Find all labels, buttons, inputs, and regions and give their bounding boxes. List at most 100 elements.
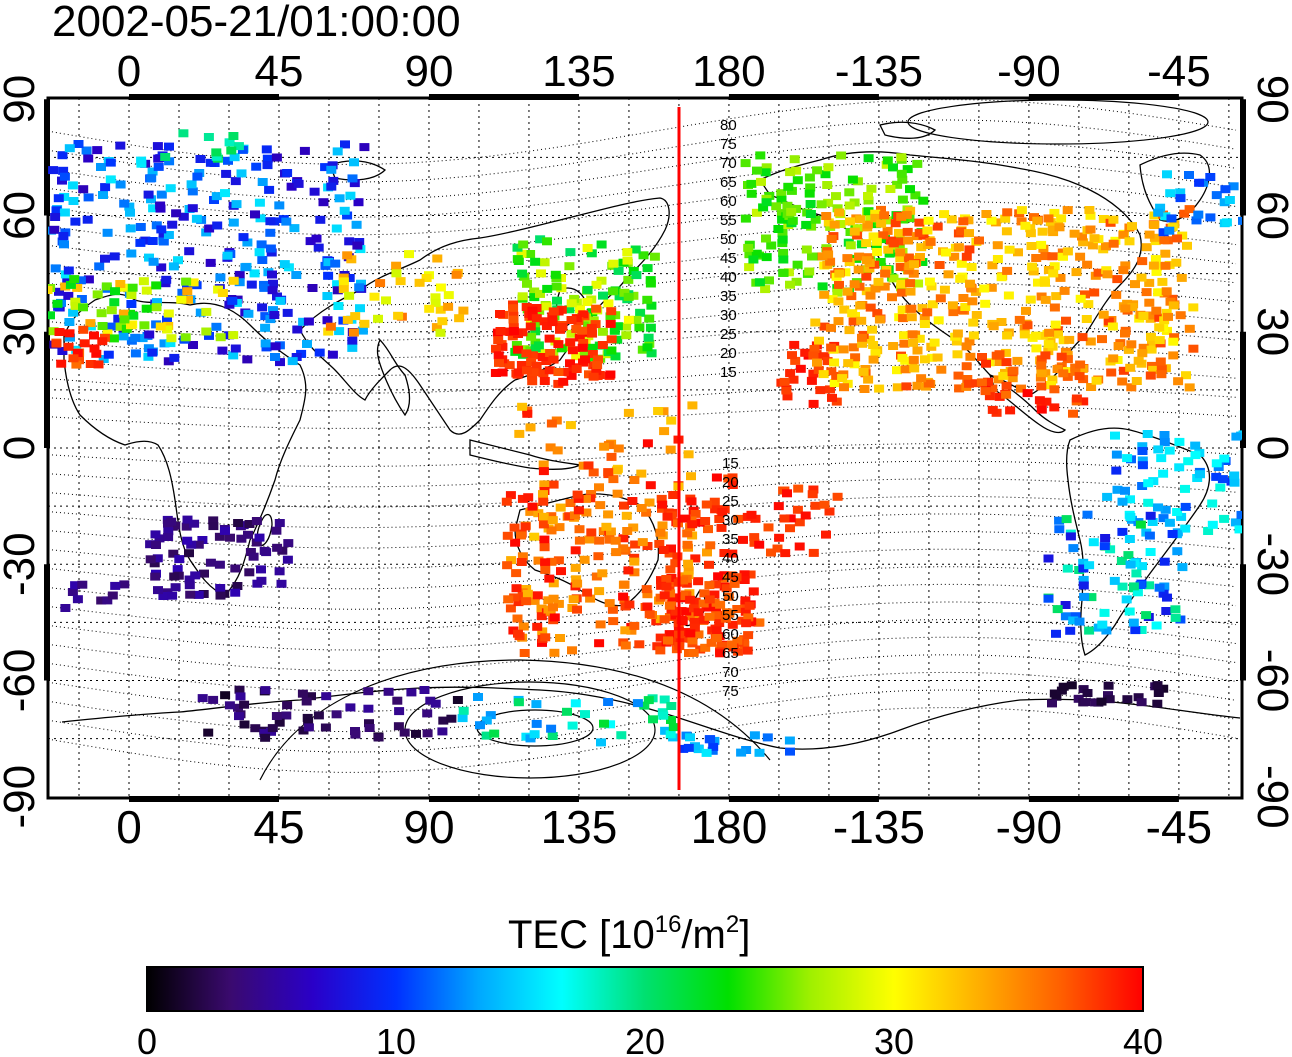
tec-cell xyxy=(314,348,325,357)
tec-cell xyxy=(151,541,161,549)
tec-cell xyxy=(1137,456,1148,465)
tec-cell xyxy=(967,297,978,306)
tec-cell xyxy=(168,549,179,558)
tec-cell xyxy=(657,504,667,513)
tec-cell xyxy=(443,291,454,300)
tec-cell xyxy=(303,723,314,732)
tec-cell xyxy=(842,254,853,263)
tec-cell xyxy=(404,250,414,259)
tec-cell xyxy=(59,192,70,201)
tec-cell xyxy=(596,240,607,249)
tec-cell xyxy=(1184,205,1195,214)
tec-cell xyxy=(1145,371,1156,380)
tec-cell xyxy=(582,244,593,252)
tec-cell xyxy=(660,726,671,735)
tec-cell xyxy=(838,345,849,354)
tec-cell xyxy=(291,353,302,361)
tec-cell xyxy=(152,142,163,151)
tec-cell xyxy=(732,636,743,645)
tec-cell xyxy=(870,213,881,222)
tec-cell xyxy=(520,522,531,531)
tec-cell xyxy=(230,177,241,186)
tec-cell xyxy=(721,584,732,593)
tec-cell xyxy=(289,224,300,233)
tec-cell xyxy=(566,316,577,324)
tec-cell xyxy=(521,349,532,358)
tec-cell xyxy=(655,633,666,642)
tec-cell xyxy=(572,605,582,614)
tec-cell xyxy=(348,328,359,337)
tec-cell xyxy=(1158,469,1169,478)
tec-cell xyxy=(915,253,925,261)
tec-cell xyxy=(1086,383,1097,391)
tec-cell xyxy=(260,686,271,695)
tec-cell xyxy=(761,163,772,172)
tec-cell xyxy=(1144,230,1155,239)
tec-cell xyxy=(597,569,608,578)
contour-line xyxy=(48,180,1237,236)
tec-cell xyxy=(373,733,384,742)
lat-tick-label-left: 0 xyxy=(0,436,44,460)
tec-cell xyxy=(338,285,349,294)
tec-cell xyxy=(917,304,928,313)
contour-label: 50 xyxy=(722,588,739,605)
tec-cell xyxy=(927,300,938,309)
tec-cell xyxy=(1058,336,1069,345)
tec-cell xyxy=(1122,299,1133,308)
tec-cell xyxy=(844,188,855,197)
tec-cell xyxy=(566,371,577,380)
tec-cell xyxy=(879,282,890,291)
tec-cell xyxy=(809,345,820,353)
tec-cell xyxy=(70,301,81,310)
tec-cell xyxy=(832,492,843,501)
tec-cell xyxy=(512,255,523,264)
tec-cell xyxy=(848,343,859,352)
tec-cell xyxy=(517,402,528,411)
tec-cell xyxy=(271,153,282,162)
tec-cell xyxy=(873,277,884,286)
tec-cell xyxy=(184,549,194,558)
tec-cell xyxy=(1083,300,1094,309)
tec-cell xyxy=(876,205,886,214)
tec-cell xyxy=(888,239,899,248)
tec-cell xyxy=(899,339,910,348)
tec-cell xyxy=(569,294,580,303)
tec-cell xyxy=(528,368,539,377)
tec-cell xyxy=(127,283,138,292)
tec-cell xyxy=(503,595,514,604)
tec-cell xyxy=(1002,331,1013,340)
tec-cell xyxy=(226,146,237,155)
tec-cell xyxy=(567,646,577,655)
tec-cell xyxy=(201,307,212,316)
tec-cell xyxy=(587,343,598,352)
tec-cell xyxy=(228,132,239,140)
tec-cell xyxy=(565,359,575,368)
tec-cell xyxy=(182,536,193,545)
tec-cell xyxy=(658,546,669,554)
tec-cell xyxy=(485,711,496,720)
tec-cell xyxy=(350,312,361,321)
tec-cell xyxy=(1068,544,1079,553)
tec-cell xyxy=(506,556,517,565)
frame-bar-right xyxy=(1240,331,1246,448)
lon-tick-label-bottom: -45 xyxy=(1146,801,1212,853)
tec-cell xyxy=(905,279,916,288)
tec-cell xyxy=(475,721,485,730)
tec-cell xyxy=(642,602,653,611)
tec-cell xyxy=(656,576,666,585)
tec-cell xyxy=(381,296,391,305)
tec-cell xyxy=(676,616,687,624)
tec-cell xyxy=(234,712,244,721)
tec-cell xyxy=(1062,350,1073,359)
tec-cell xyxy=(1098,215,1109,223)
tec-cell xyxy=(437,317,448,326)
tec-cell xyxy=(825,257,836,266)
tec-cell xyxy=(976,378,987,387)
tec-cell xyxy=(1109,576,1120,585)
tec-cell xyxy=(755,151,766,160)
tec-cell xyxy=(731,573,742,582)
tec-cell xyxy=(1180,502,1191,511)
tec-cell xyxy=(4,294,14,302)
tec-cell xyxy=(690,597,701,606)
tec-cell xyxy=(964,379,974,388)
